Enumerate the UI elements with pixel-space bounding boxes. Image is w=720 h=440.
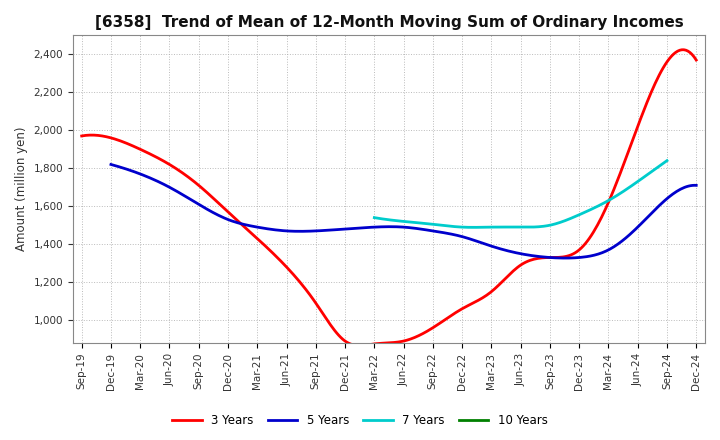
- Legend: 3 Years, 5 Years, 7 Years, 10 Years: 3 Years, 5 Years, 7 Years, 10 Years: [168, 410, 552, 432]
- Y-axis label: Amount (million yen): Amount (million yen): [15, 127, 28, 251]
- Title: [6358]  Trend of Mean of 12-Month Moving Sum of Ordinary Incomes: [6358] Trend of Mean of 12-Month Moving …: [94, 15, 683, 30]
